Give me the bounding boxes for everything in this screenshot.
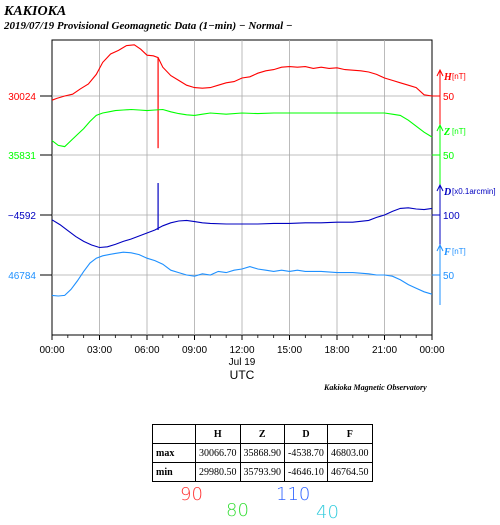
x-tick-label: 15:00 bbox=[277, 345, 302, 356]
arrow-head bbox=[436, 183, 444, 192]
geomagnetic-chart: 00:00 03:00 06:00 09:00 12:00 15:00 18:00 21:00… bbox=[8, 39, 496, 382]
x-tick-label: 09:00 bbox=[182, 345, 207, 356]
stats-table: H Z D F max 30066.70 35868.90 -4538.70 4… bbox=[152, 424, 373, 482]
scale-label-f: 50 bbox=[443, 271, 455, 282]
stats-cell: 46764.50 bbox=[327, 462, 373, 482]
series-line-h bbox=[51, 44, 433, 101]
stats-col-d: D bbox=[284, 424, 328, 444]
arrow-head bbox=[436, 123, 444, 132]
series-name-f: F bbox=[443, 247, 451, 258]
x-axis-label: UTC bbox=[230, 368, 255, 382]
series-unit-f: [nT] bbox=[452, 247, 466, 256]
series-line-z bbox=[51, 108, 433, 148]
stats-col-h: H bbox=[195, 424, 241, 444]
series-name-d: D bbox=[443, 187, 451, 198]
stats-col-f: F bbox=[327, 424, 373, 444]
stats-cell: 30066.70 bbox=[195, 443, 241, 463]
stats-cell: 46803.00 bbox=[327, 443, 373, 463]
stats-header-row: H Z D F bbox=[152, 424, 373, 444]
series-unit-h: [nT] bbox=[452, 72, 466, 81]
date-label: Jul 19 bbox=[229, 357, 256, 368]
x-tick-label: 18:00 bbox=[324, 345, 349, 356]
stats-row-max: max 30066.70 35868.90 -4538.70 46803.00 bbox=[152, 443, 373, 463]
scale-number-f: 40 bbox=[316, 502, 339, 523]
series-line-d bbox=[51, 207, 433, 249]
left-axis-label-z: 35831 bbox=[8, 151, 36, 162]
stats-cell: -4538.70 bbox=[284, 443, 328, 463]
stats-row-label: max bbox=[152, 443, 196, 463]
stats-cell: 29980.50 bbox=[195, 462, 241, 482]
scale-label-z: 50 bbox=[443, 151, 455, 162]
scale-label-h: 50 bbox=[443, 92, 455, 103]
arrow-head bbox=[436, 243, 444, 252]
arrow-head bbox=[436, 68, 444, 77]
station-title: KAKIOKA bbox=[4, 4, 67, 19]
x-tick-label: 03:00 bbox=[87, 345, 112, 356]
series-name-z: Z bbox=[443, 127, 450, 138]
observatory-credit: Kakioka Magnetic Observatory bbox=[324, 383, 427, 392]
x-tick-label: 12:00 bbox=[229, 345, 254, 356]
x-tick-label: 06:00 bbox=[134, 345, 159, 356]
x-tick-label: 00:00 bbox=[39, 345, 64, 356]
x-tick-label: 21:00 bbox=[372, 345, 397, 356]
stats-cell: -4646.10 bbox=[284, 462, 328, 482]
series-line-f bbox=[51, 251, 433, 297]
series-unit-d: [x0.1arcmin] bbox=[452, 187, 496, 196]
left-axis-label-d: −4592 bbox=[8, 211, 37, 222]
stats-col-z: Z bbox=[239, 424, 285, 444]
stats-cell: 35793.90 bbox=[239, 462, 285, 482]
scale-number-d: 110 bbox=[276, 484, 311, 505]
scale-label-d: 100 bbox=[443, 211, 460, 222]
x-tick-label: 00:00 bbox=[419, 345, 444, 356]
stats-corner bbox=[152, 424, 196, 444]
chart-subtitle: 2019/07/19 Provisional Geomagnetic Data … bbox=[4, 20, 293, 32]
left-axis-label-f: 46784 bbox=[8, 271, 36, 282]
stats-cell: 35868.90 bbox=[239, 443, 285, 463]
series-name-h: H bbox=[443, 72, 453, 83]
stats-row-min: min 29980.50 35793.90 -4646.10 46764.50 bbox=[152, 462, 373, 482]
left-axis-label-h: 30024 bbox=[8, 92, 36, 103]
scale-number-h: 90 bbox=[180, 484, 203, 505]
scale-number-z: 80 bbox=[226, 500, 249, 521]
stats-row-label: min bbox=[152, 462, 196, 482]
series-unit-z: [nT] bbox=[452, 127, 466, 136]
